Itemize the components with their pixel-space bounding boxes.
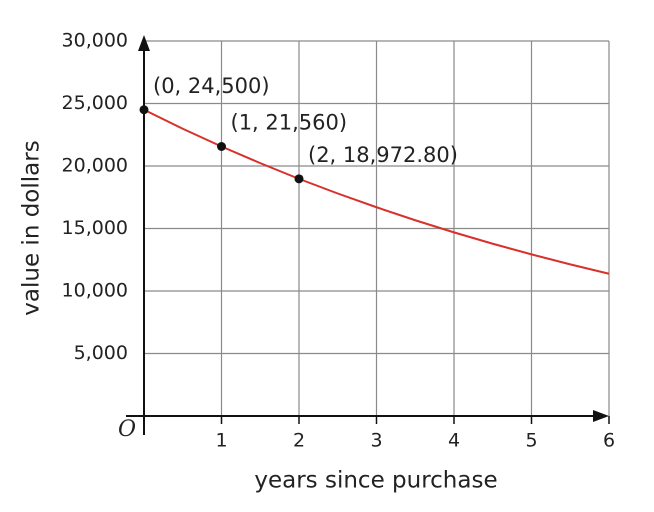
x-axis-arrow [593,410,609,422]
x-tick-label: 2 [293,430,305,452]
y-tick-label: 10,000 [62,280,128,302]
y-tick-label: 25,000 [62,92,128,114]
x-tick-label: 6 [603,430,615,452]
point-label: (2, 18,972.80) [308,143,458,167]
point [217,142,226,151]
origin-label: O [118,417,136,442]
point-label: (0, 24,500) [153,74,270,98]
y-tick-label: 30,000 [62,30,128,52]
y-axis-label: value in dollars [19,140,45,315]
x-tick-label: 3 [370,430,382,452]
y-tick-label: 15,000 [62,217,128,239]
point [294,174,304,184]
point [139,105,149,115]
x-tick-label: 4 [448,430,460,452]
x-tick-label: 1 [215,430,227,452]
point-label: (1, 21,560) [231,111,348,135]
y-axis-arrow [138,35,150,51]
y-tick-label: 20,000 [62,155,128,177]
x-tick-label: 5 [525,430,537,452]
x-axis-label: years since purchase [254,468,497,494]
y-tick-label: 5,000 [74,342,128,364]
